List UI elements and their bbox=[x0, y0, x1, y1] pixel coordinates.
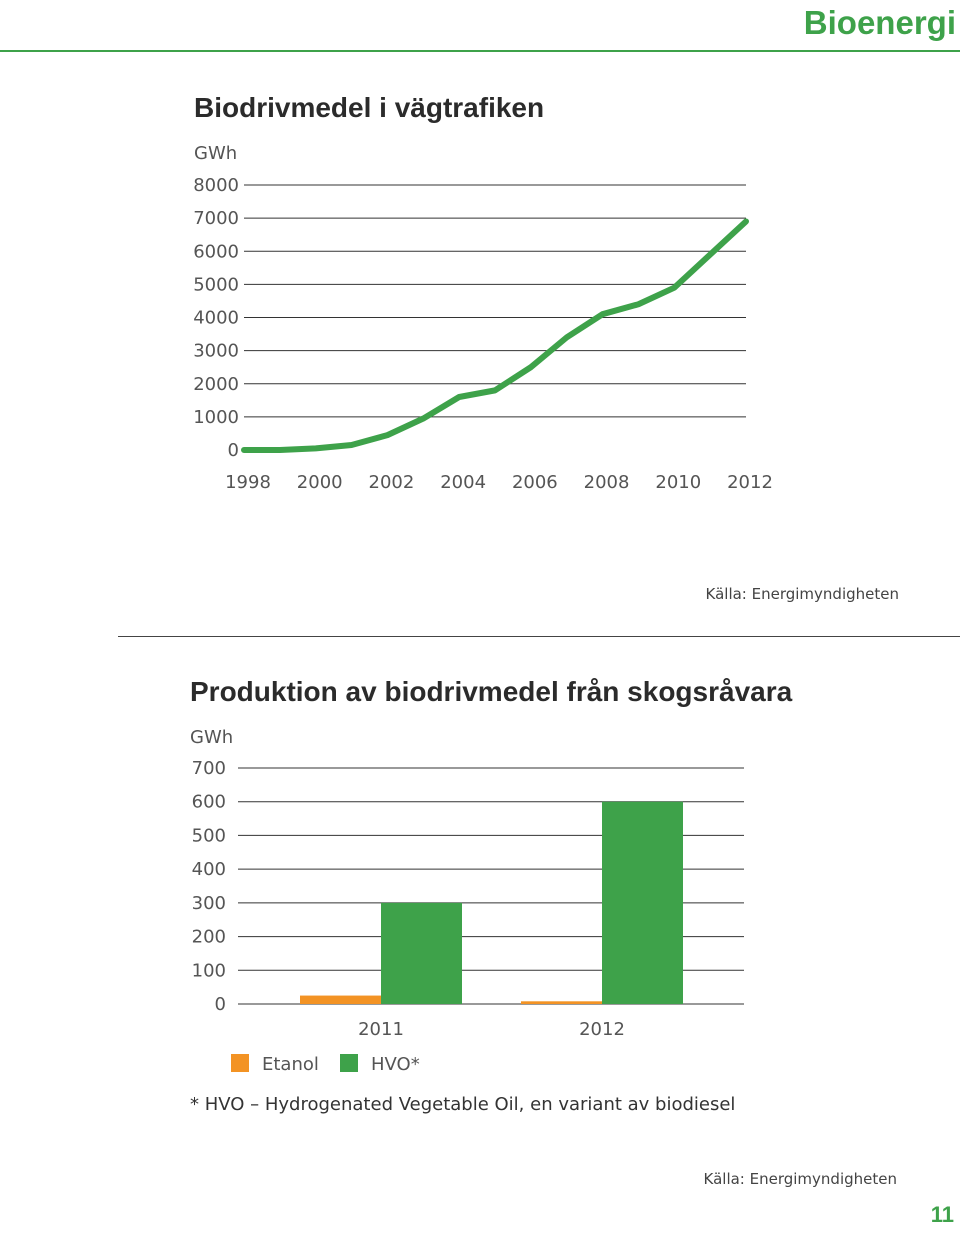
x-tick-label: 2006 bbox=[512, 472, 558, 493]
y-tick-label: 600 bbox=[192, 792, 226, 813]
y-tick-label: 0 bbox=[228, 440, 239, 461]
line-chart-source: Källa: Energimyndigheten bbox=[705, 585, 899, 603]
x-tick-label: 1998 bbox=[225, 472, 271, 493]
y-tick-label: 1000 bbox=[193, 407, 239, 428]
x-tick-label: 2010 bbox=[655, 472, 701, 493]
bar-chart-source: Källa: Energimyndigheten bbox=[703, 1170, 897, 1188]
y-tick-label: 6000 bbox=[193, 241, 239, 262]
legend-swatch bbox=[231, 1054, 249, 1072]
line-chart-unit: GWh bbox=[194, 143, 238, 164]
y-tick-label: 0 bbox=[215, 994, 226, 1015]
bar-hvo bbox=[602, 801, 683, 1004]
section-divider bbox=[118, 636, 960, 637]
legend-swatch bbox=[340, 1054, 358, 1072]
header-title: Bioenergi bbox=[803, 4, 956, 41]
y-tick-label: 500 bbox=[192, 825, 226, 846]
line-chart-title: Biodrivmedel i vägtrafiken bbox=[194, 92, 545, 123]
y-tick-label: 100 bbox=[192, 960, 226, 981]
bar-chart-unit: GWh bbox=[190, 727, 234, 748]
y-tick-label: 3000 bbox=[193, 341, 239, 362]
legend-label: Etanol bbox=[262, 1054, 319, 1075]
x-tick-label: 2008 bbox=[584, 472, 630, 493]
bar-chart-title: Produktion av biodrivmedel från skogsråv… bbox=[190, 676, 793, 707]
bar-etanol bbox=[300, 995, 381, 1004]
bar-etanol bbox=[521, 1001, 602, 1004]
bar-hvo bbox=[381, 902, 462, 1004]
x-tick-label: 2012 bbox=[727, 472, 773, 493]
y-tick-label: 2000 bbox=[193, 374, 239, 395]
footnote: * HVO – Hydrogenated Vegetable Oil, en v… bbox=[190, 1094, 736, 1115]
y-tick-label: 400 bbox=[192, 859, 226, 880]
y-tick-label: 4000 bbox=[193, 308, 239, 329]
x-tick-label: 2004 bbox=[440, 472, 486, 493]
x-tick-label: 2012 bbox=[579, 1019, 625, 1040]
header-rule bbox=[0, 50, 960, 52]
page-number: 11 bbox=[930, 1202, 954, 1227]
y-tick-label: 8000 bbox=[193, 175, 239, 196]
x-tick-label: 2011 bbox=[358, 1019, 404, 1040]
x-tick-label: 2002 bbox=[369, 472, 415, 493]
y-tick-label: 5000 bbox=[193, 274, 239, 295]
x-tick-label: 2000 bbox=[297, 472, 343, 493]
y-tick-label: 200 bbox=[192, 927, 226, 948]
y-tick-label: 300 bbox=[192, 893, 226, 914]
legend-label: HVO* bbox=[371, 1054, 420, 1075]
y-tick-label: 7000 bbox=[193, 208, 239, 229]
y-tick-label: 700 bbox=[192, 758, 226, 779]
